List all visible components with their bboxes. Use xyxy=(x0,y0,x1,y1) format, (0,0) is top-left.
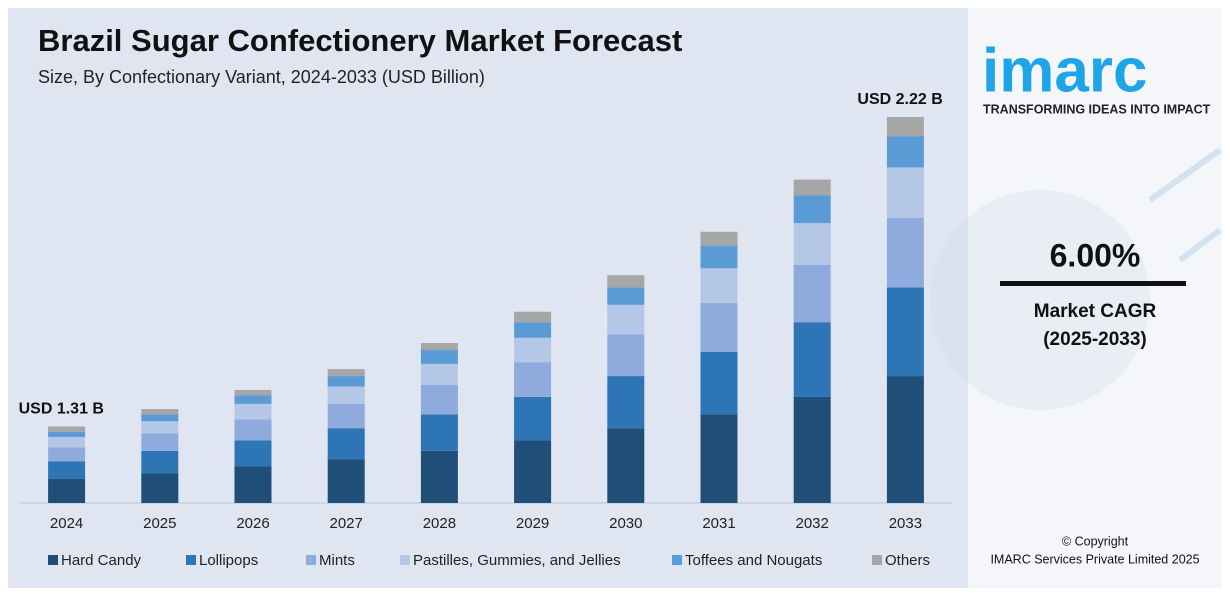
bar-segment xyxy=(234,440,272,467)
x-tick-label: 2028 xyxy=(423,515,456,532)
bar-segment xyxy=(793,322,831,397)
bar-segment xyxy=(700,245,738,269)
legend-swatch xyxy=(872,555,882,565)
side-panel xyxy=(968,8,1222,588)
bar-segment xyxy=(420,349,458,364)
bar-segment xyxy=(886,136,924,168)
bar-segment xyxy=(234,389,272,396)
bar-segment xyxy=(700,351,738,415)
legend-swatch xyxy=(186,555,196,565)
bar-segment xyxy=(327,459,365,503)
company: IMARC Services Private Limited 2025 xyxy=(990,552,1199,566)
bar-segment xyxy=(607,275,645,288)
annotation: USD 1.31 B xyxy=(19,401,104,418)
legend-label: Hard Candy xyxy=(61,552,142,569)
x-tick-label: 2033 xyxy=(889,515,922,532)
bar-segment xyxy=(234,419,272,441)
bar-segment xyxy=(48,461,86,479)
legend-swatch xyxy=(48,555,58,565)
bar-segment xyxy=(607,334,645,377)
bar-segment xyxy=(48,426,86,432)
cagr-period: (2025-2033) xyxy=(1043,329,1147,350)
bar-segment xyxy=(514,396,552,441)
legend-label: Lollipops xyxy=(199,552,258,569)
bar-segment xyxy=(234,403,272,420)
bar-segment xyxy=(48,478,86,503)
x-tick-label: 2030 xyxy=(609,515,642,532)
bar-segment xyxy=(793,264,831,323)
bar-segment xyxy=(793,223,831,265)
bar-segment xyxy=(420,414,458,451)
x-tick-label: 2026 xyxy=(236,515,269,532)
legend-swatch xyxy=(672,555,682,565)
side-decoration xyxy=(930,147,1222,410)
bar-segment xyxy=(327,403,365,429)
x-tick-label: 2027 xyxy=(330,515,363,532)
bar-segment xyxy=(793,179,831,196)
bar-segment xyxy=(141,409,179,415)
bar-segment xyxy=(327,376,365,387)
bar-segment xyxy=(420,343,458,350)
bar-segment xyxy=(141,450,179,474)
copyright: © Copyright xyxy=(1062,534,1129,548)
x-tick-label: 2025 xyxy=(143,515,176,532)
annotation: USD 2.22 B xyxy=(857,91,942,108)
bar-segment xyxy=(886,287,924,377)
legend-swatch xyxy=(306,555,316,565)
bar-segment xyxy=(886,117,924,137)
legend-label: Others xyxy=(885,552,930,569)
bar-segment xyxy=(141,414,179,422)
bar-segment xyxy=(141,433,179,451)
bar-segment xyxy=(607,287,645,305)
bar-segment xyxy=(234,395,272,404)
x-tick-label: 2032 xyxy=(796,515,829,532)
bar-segment xyxy=(886,217,924,288)
bar-segment xyxy=(514,362,552,397)
chart-title: Brazil Sugar Confectionery Market Foreca… xyxy=(38,23,682,58)
bar-segment xyxy=(327,386,365,404)
bar-segment xyxy=(607,428,645,503)
legend-swatch xyxy=(400,555,410,565)
bar-segment xyxy=(48,447,86,462)
bar-segment xyxy=(886,167,924,218)
bar-segment xyxy=(793,195,831,224)
bar-segment xyxy=(234,466,272,503)
bar-segment xyxy=(420,450,458,503)
bar-segment xyxy=(700,414,738,503)
bar-segment xyxy=(141,421,179,434)
bar-segment xyxy=(48,431,86,437)
bar-segment xyxy=(514,337,552,363)
bar-segment xyxy=(700,231,738,246)
bar-segment xyxy=(327,428,365,460)
logo: imarc xyxy=(982,36,1147,105)
bar-segment xyxy=(700,303,738,352)
legend-label: Toffees and Nougats xyxy=(685,552,822,569)
cagr-label: Market CAGR xyxy=(1034,301,1157,322)
bar-segment xyxy=(607,304,645,335)
cagr-value: 6.00% xyxy=(1050,237,1141,273)
bar-segment xyxy=(141,473,179,503)
bar-segment xyxy=(700,268,738,304)
legend-label: Mints xyxy=(319,552,355,569)
bar-segment xyxy=(420,363,458,385)
legend-label: Pastilles, Gummies, and Jellies xyxy=(413,552,621,569)
cagr-rule xyxy=(1000,281,1186,286)
bar-segment xyxy=(327,369,365,377)
bar-segment xyxy=(420,384,458,415)
x-tick-label: 2024 xyxy=(50,515,83,532)
bar-segment xyxy=(607,376,645,429)
tagline: TRANSFORMING IDEAS INTO IMPACT xyxy=(983,102,1211,116)
chart-subtitle: Size, By Confectionary Variant, 2024-203… xyxy=(38,67,485,87)
bar-segment xyxy=(48,436,86,448)
bar-segment xyxy=(793,396,831,503)
bar-segment xyxy=(514,322,552,338)
x-tick-label: 2031 xyxy=(702,515,735,532)
bar-segment xyxy=(514,311,552,323)
x-tick-label: 2029 xyxy=(516,515,549,532)
bar-segment xyxy=(514,440,552,503)
bar-segment xyxy=(886,376,924,503)
